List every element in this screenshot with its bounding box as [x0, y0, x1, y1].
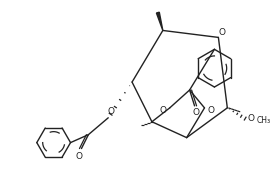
Text: O: O	[219, 28, 226, 37]
Text: O: O	[108, 107, 115, 116]
Text: CH₃: CH₃	[257, 116, 271, 125]
Text: O: O	[159, 106, 166, 115]
Text: O: O	[208, 106, 215, 115]
Text: O: O	[192, 108, 199, 117]
Text: O: O	[76, 152, 83, 161]
Text: O: O	[248, 114, 255, 123]
Polygon shape	[157, 12, 163, 30]
